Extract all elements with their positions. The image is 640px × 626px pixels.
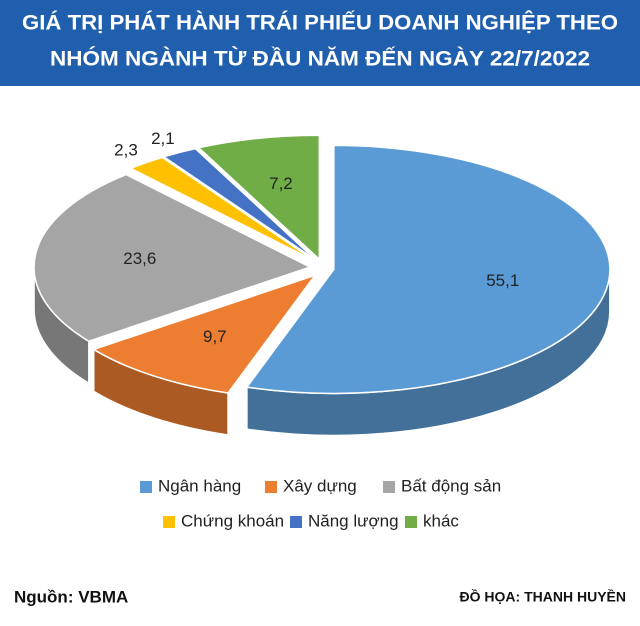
- legend-label: Xây dựng: [283, 476, 357, 495]
- legend-label: Ngân hàng: [158, 476, 241, 495]
- slice: [129, 156, 316, 262]
- legend-label: Bất động sản: [401, 476, 501, 495]
- chart-title: GIÁ TRỊ PHÁT HÀNH TRÁI PHIẾU DOANH NGHIỆ…: [22, 11, 618, 35]
- legend-swatch: [383, 481, 395, 493]
- legend: Ngân hàng Xây dựng Bất động sản Chứng khoán…: [140, 476, 501, 530]
- credit: ĐỒ HỌA: THANH HUYỀN: [460, 588, 626, 605]
- legend-swatch: [140, 481, 152, 493]
- legend-label: khác: [423, 511, 459, 530]
- legend-swatch: [405, 516, 417, 528]
- title-banner: [0, 0, 640, 86]
- legend-swatch: [265, 481, 277, 493]
- slice: [197, 134, 321, 261]
- data-label: 23,6: [123, 249, 156, 268]
- data-label: 7,2: [269, 174, 293, 193]
- slice: [91, 273, 317, 394]
- data-label: 55,1: [486, 271, 519, 290]
- source: Nguồn: VBMA: [14, 587, 128, 606]
- slice: [33, 173, 313, 343]
- data-label: 9,7: [203, 327, 227, 346]
- legend-label: Năng lượng: [308, 511, 399, 530]
- slice: [245, 144, 611, 395]
- chart-title: NHÓM NGÀNH TỪ ĐẦU NĂM ĐẾN NGÀY 22/7/2022: [50, 47, 590, 71]
- slice: [162, 147, 317, 261]
- legend-swatch: [163, 516, 175, 528]
- data-label: 2,3: [114, 140, 138, 159]
- pie: 55,1 9,7 23,6 2,3 2,1 7,2: [33, 129, 611, 437]
- legend-swatch: [290, 516, 302, 528]
- legend-label: Chứng khoán: [181, 511, 284, 530]
- data-label: 2,1: [151, 129, 175, 148]
